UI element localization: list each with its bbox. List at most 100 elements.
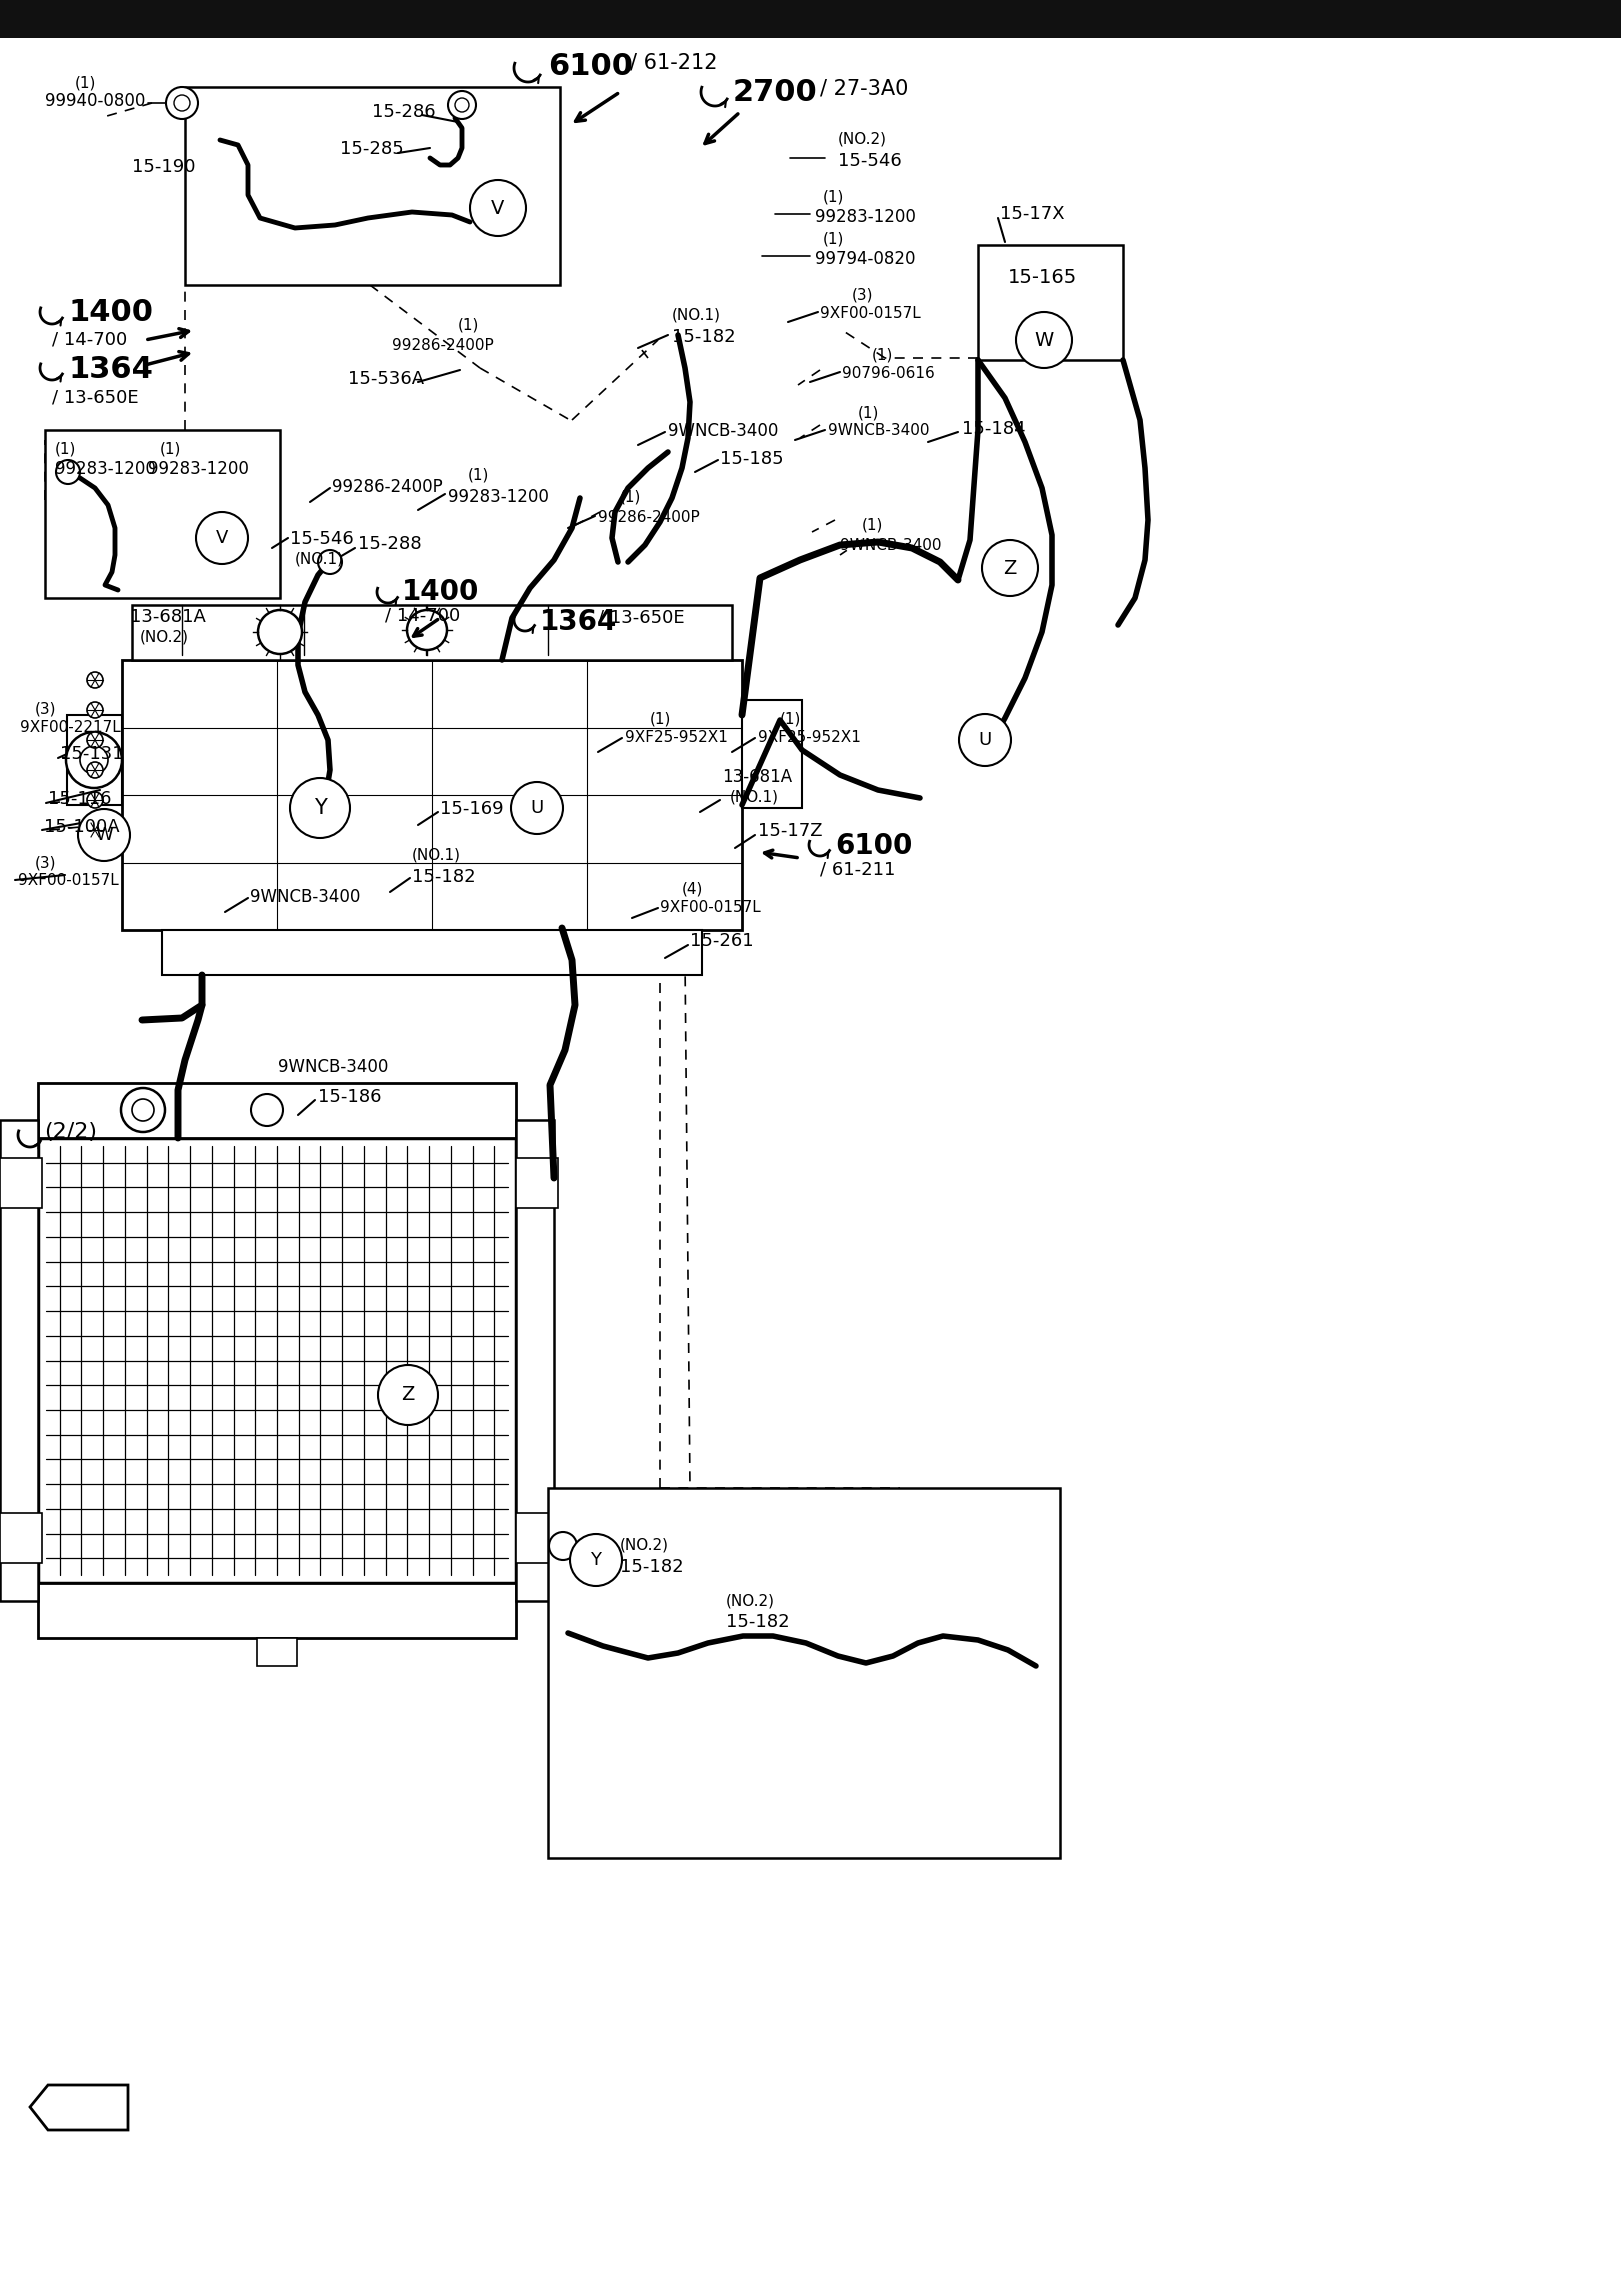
Circle shape [378,1364,438,1425]
Text: 15-285: 15-285 [340,139,404,157]
Circle shape [550,1532,577,1560]
Circle shape [290,779,350,838]
Text: 99286-2400P: 99286-2400P [392,337,494,353]
Text: (4): (4) [682,881,704,897]
Text: 15-182: 15-182 [619,1557,684,1576]
Text: 1400: 1400 [402,578,480,606]
Text: 99283-1200: 99283-1200 [148,460,250,478]
Text: 2700: 2700 [733,77,817,107]
Text: W: W [96,827,113,845]
Text: 9XF00-0157L: 9XF00-0157L [820,305,921,321]
Text: (1): (1) [858,405,879,419]
Text: (1): (1) [780,713,801,726]
Text: 15-182: 15-182 [412,868,475,886]
Circle shape [78,808,130,861]
Text: 15-288: 15-288 [358,535,421,553]
Text: 15-17X: 15-17X [1000,205,1065,223]
Bar [37,1138,515,1583]
Circle shape [88,701,104,717]
Text: 9WNCB-3400: 9WNCB-3400 [840,537,942,553]
Text: 15-185: 15-185 [720,451,783,469]
Text: 15-182: 15-182 [726,1612,789,1630]
Text: FWD: FWD [58,2093,109,2113]
Text: (1): (1) [160,442,182,458]
Circle shape [456,98,468,112]
Text: (NO.1): (NO.1) [729,790,780,806]
Text: U: U [979,731,992,749]
Circle shape [66,731,122,788]
Text: (1): (1) [872,348,893,362]
Text: 15-17Z: 15-17Z [759,822,822,840]
Circle shape [318,551,342,574]
Bar [0,1512,42,1562]
Text: / 27-3A0: / 27-3A0 [820,77,908,98]
Circle shape [407,610,447,649]
Bar [515,1120,554,1601]
Text: / 13-650E: / 13-650E [598,608,684,626]
Text: Y: Y [313,797,326,817]
Text: (3): (3) [36,854,57,870]
Text: (NO.2): (NO.2) [838,132,887,148]
Circle shape [258,610,302,653]
Circle shape [88,731,104,749]
Text: 15-546: 15-546 [290,531,353,549]
Text: (2/2): (2/2) [44,1123,97,1143]
Text: 9XF25-952X1: 9XF25-952X1 [759,731,861,745]
Text: 9XF00-0157L: 9XF00-0157L [660,899,760,915]
Text: (NO.2): (NO.2) [139,631,190,644]
Text: 15-546: 15-546 [838,153,901,171]
Circle shape [173,96,190,112]
Text: 15-186: 15-186 [318,1088,381,1107]
Text: (NO.1): (NO.1) [673,307,721,323]
Circle shape [571,1535,622,1587]
Bar [37,1583,515,1637]
Text: 15-169: 15-169 [439,799,504,817]
Text: 99286-2400P: 99286-2400P [332,478,443,496]
Text: (NO.1): (NO.1) [412,847,460,863]
Text: 9XF00-0157L: 9XF00-0157L [18,872,118,888]
Circle shape [1016,312,1071,369]
Text: 15-100A: 15-100A [44,817,120,836]
Text: 15-165: 15-165 [1008,269,1078,287]
Bar [37,1084,515,1138]
Text: Y: Y [590,1551,601,1569]
Text: (1): (1) [650,713,671,726]
Text: 9WNCB-3400: 9WNCB-3400 [277,1059,389,1077]
Text: 9WNCB-3400: 9WNCB-3400 [668,421,778,439]
Text: Z: Z [1003,558,1016,578]
Text: 99286-2400P: 99286-2400P [598,510,700,526]
Text: 15-261: 15-261 [691,931,754,950]
Text: 9WNCB-3400: 9WNCB-3400 [828,424,929,437]
Text: / 61-211: / 61-211 [820,861,895,879]
Text: 90796-0616: 90796-0616 [841,367,935,380]
Text: (3): (3) [36,701,57,717]
Text: (1): (1) [75,75,96,91]
Polygon shape [31,2086,128,2129]
Circle shape [960,715,1012,765]
Text: 15-190: 15-190 [131,157,196,175]
Circle shape [122,1088,165,1132]
Circle shape [57,460,79,485]
Bar [977,246,1123,360]
Text: Z: Z [402,1384,415,1405]
Text: 1364: 1364 [540,608,618,635]
Circle shape [447,91,477,118]
Text: 9XF00-2217L: 9XF00-2217L [19,720,120,735]
Text: 15-184: 15-184 [961,419,1026,437]
Circle shape [470,180,525,237]
Bar [258,1637,297,1667]
Text: V: V [491,198,504,219]
Circle shape [88,822,104,838]
Text: (1): (1) [823,232,845,246]
Text: (NO.2): (NO.2) [726,1594,775,1608]
Text: 9XF25-952X1: 9XF25-952X1 [626,731,728,745]
Text: (1): (1) [459,319,480,332]
Text: 99283-1200: 99283-1200 [55,460,156,478]
Text: 99940-0800: 99940-0800 [45,91,146,109]
Text: U: U [530,799,543,817]
Circle shape [131,1100,154,1120]
Text: (1): (1) [619,490,642,505]
Bar [66,715,122,806]
Bar [515,1512,558,1562]
Text: 6100: 6100 [548,52,632,82]
